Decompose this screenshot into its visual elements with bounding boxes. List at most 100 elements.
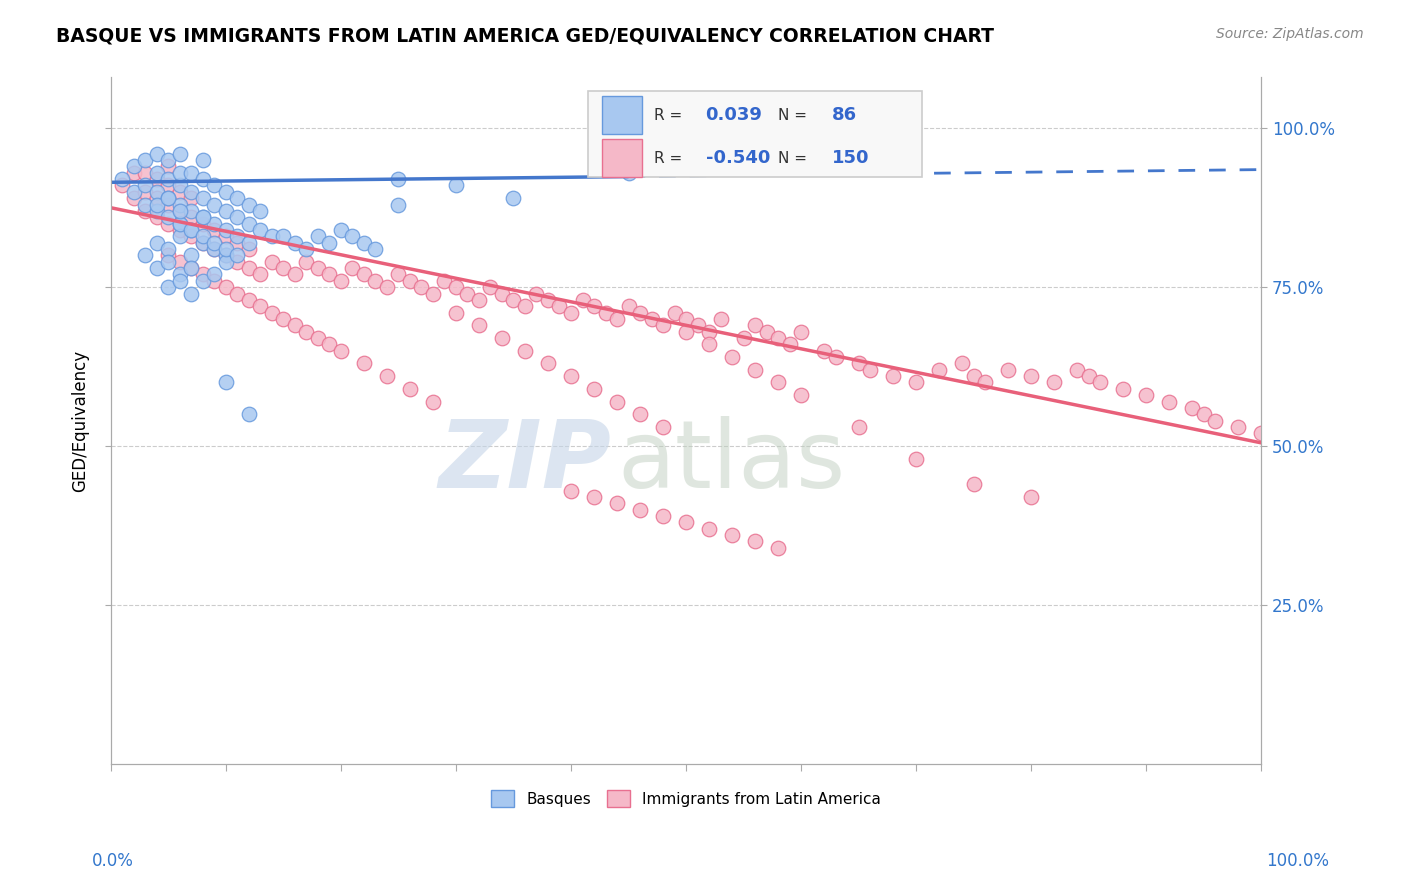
Point	[675, 312, 697, 326]
Point	[1090, 376, 1112, 390]
Point	[202, 242, 225, 256]
Point	[157, 153, 180, 167]
Text: -0.540: -0.540	[706, 149, 770, 167]
Point	[215, 376, 238, 390]
Point	[111, 178, 134, 193]
Point	[1043, 376, 1066, 390]
Point	[284, 235, 307, 250]
Point	[134, 153, 156, 167]
Point	[215, 242, 238, 256]
Point	[652, 420, 675, 434]
Point	[134, 178, 156, 193]
Point	[249, 223, 271, 237]
Point	[560, 305, 582, 319]
Point	[169, 254, 191, 268]
Point	[1250, 426, 1272, 441]
Point	[582, 299, 605, 313]
Point	[1192, 407, 1215, 421]
Point	[202, 197, 225, 211]
Point	[122, 191, 145, 205]
Point	[180, 286, 202, 301]
Text: N =: N =	[778, 151, 813, 166]
Point	[169, 217, 191, 231]
Point	[202, 242, 225, 256]
Point	[157, 254, 180, 268]
Point	[202, 223, 225, 237]
Point	[628, 502, 651, 516]
Text: BASQUE VS IMMIGRANTS FROM LATIN AMERICA GED/EQUIVALENCY CORRELATION CHART: BASQUE VS IMMIGRANTS FROM LATIN AMERICA …	[56, 27, 994, 45]
Point	[191, 229, 214, 244]
Point	[997, 363, 1019, 377]
Point	[157, 197, 180, 211]
Point	[963, 369, 986, 384]
Text: ZIP: ZIP	[439, 416, 612, 508]
Bar	[602, 96, 643, 134]
Point	[721, 528, 744, 542]
Point	[399, 274, 422, 288]
Point	[215, 203, 238, 218]
Point	[387, 197, 409, 211]
Point	[1112, 382, 1135, 396]
Point	[157, 172, 180, 186]
Text: 86: 86	[832, 106, 858, 124]
Point	[295, 254, 318, 268]
Point	[273, 229, 295, 244]
Point	[353, 356, 375, 370]
Text: 0.039: 0.039	[706, 106, 762, 124]
Point	[215, 280, 238, 294]
Point	[709, 312, 731, 326]
Point	[202, 268, 225, 282]
Point	[180, 229, 202, 244]
Point	[422, 286, 444, 301]
Point	[191, 211, 214, 225]
Text: 100.0%: 100.0%	[1265, 852, 1329, 870]
Point	[766, 376, 789, 390]
Point	[329, 274, 352, 288]
Point	[387, 172, 409, 186]
Point	[191, 235, 214, 250]
Point	[180, 261, 202, 276]
Point	[169, 229, 191, 244]
Point	[238, 217, 260, 231]
Point	[249, 268, 271, 282]
Point	[215, 254, 238, 268]
Point	[548, 299, 571, 313]
Point	[664, 305, 686, 319]
Point	[273, 312, 295, 326]
Point	[134, 248, 156, 262]
Point	[444, 305, 467, 319]
Point	[180, 185, 202, 199]
Point	[146, 185, 169, 199]
Point	[215, 223, 238, 237]
Point	[180, 166, 202, 180]
Legend: Basques, Immigrants from Latin America: Basques, Immigrants from Latin America	[484, 782, 889, 814]
Point	[686, 318, 709, 333]
Point	[848, 356, 870, 370]
Point	[191, 153, 214, 167]
Point	[157, 248, 180, 262]
Point	[215, 185, 238, 199]
Point	[491, 331, 513, 345]
Point	[744, 534, 766, 549]
Point	[157, 242, 180, 256]
Point	[744, 318, 766, 333]
Point	[157, 191, 180, 205]
Point	[628, 407, 651, 421]
Text: N =: N =	[778, 108, 813, 123]
Point	[226, 286, 249, 301]
Point	[1066, 363, 1088, 377]
Point	[134, 203, 156, 218]
Point	[146, 197, 169, 211]
Point	[387, 268, 409, 282]
Point	[905, 376, 928, 390]
Point	[697, 325, 720, 339]
Point	[411, 280, 433, 294]
Point	[675, 516, 697, 530]
Point	[974, 376, 997, 390]
Point	[582, 382, 605, 396]
Point	[1181, 401, 1204, 415]
FancyBboxPatch shape	[588, 91, 922, 177]
Point	[169, 268, 191, 282]
Point	[444, 280, 467, 294]
Point	[848, 420, 870, 434]
